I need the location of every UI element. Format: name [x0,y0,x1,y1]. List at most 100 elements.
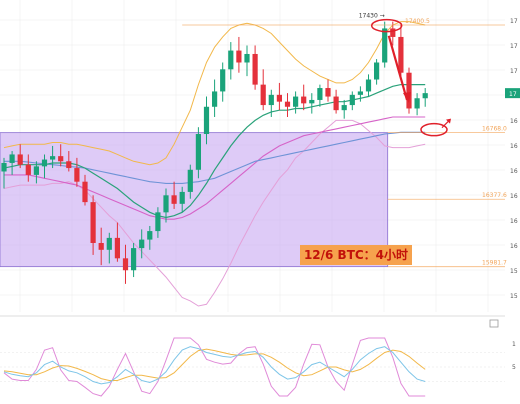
candle [25,154,31,182]
candle [276,82,282,111]
candle [203,96,210,145]
candle-body [33,166,39,175]
axis-tick-label: 16 [510,118,518,125]
axis-tick-label: 17 [510,43,518,50]
support-circle [420,122,448,137]
candle [163,188,169,223]
candle-body [220,69,226,92]
candle [74,157,80,187]
stoch-axis: 15 [512,341,516,371]
candle [155,207,161,238]
stoch-j-line [3,337,426,397]
chart-caption: 12/6 BTC：4小时 [300,245,412,265]
candle [212,79,218,117]
candle-body [212,91,218,107]
candle-body [82,181,88,203]
candle [17,144,23,169]
candle [422,88,428,107]
candle [309,93,315,114]
candle [382,21,388,68]
candle-body [284,101,291,107]
candle-body [163,195,169,213]
candle-body [171,195,177,204]
candle [365,74,372,97]
axis-tick-label: 17 [510,18,518,25]
stochastic-indicator [3,337,426,397]
candle [195,127,201,179]
annotations: 17430 → [359,13,451,137]
candle [139,229,145,259]
candle [106,232,112,264]
candle-body [317,88,323,100]
support-arrow-head [446,118,451,124]
axis-tick-label: 15 [510,268,518,275]
candle [293,91,299,114]
candle-body [422,93,428,99]
candle [131,242,137,278]
peak-circle [370,18,403,33]
candle [325,79,331,102]
candle-body [398,36,404,73]
axis-tick-label: 16 [510,218,518,225]
candle-body [414,98,420,109]
candle [357,86,363,102]
candle [41,154,48,179]
candle-body [90,202,96,243]
candle [414,93,420,116]
expand-icon[interactable] [489,319,499,328]
stoch-k-line [3,346,426,385]
bollinger-mid-line [3,84,426,219]
level-label: 16768.0 [482,126,507,133]
candle [66,151,72,172]
candle-body [74,168,80,182]
candle [268,89,274,117]
candle-body [382,28,388,63]
candle-body [357,91,363,95]
candle-body [131,248,137,271]
down-arrow-head [403,91,411,103]
stoch-grid [0,352,505,382]
candle-body [106,237,112,250]
candle [228,42,234,80]
candle [236,36,242,73]
stoch-d-line [3,348,426,381]
candle [98,227,104,266]
candle [220,62,226,102]
axis-tick-label: 16 [510,168,518,175]
candle-body [9,154,15,163]
candle [179,186,185,213]
candle [244,45,250,77]
candle-body [309,99,315,104]
candle [33,161,39,184]
candle-body [333,96,339,111]
candle-body [244,53,250,63]
candle [252,45,258,90]
candle-body [179,191,185,204]
ma-long-line [4,131,426,184]
candle-body [365,79,372,92]
candle [260,69,266,111]
right-price-axis: 17171716161616161616151517 [505,18,520,300]
price-tag-text: 17 [509,91,517,98]
indicator-lines [3,21,426,307]
candle-body [276,94,282,102]
candle [9,151,15,175]
candle-body [374,62,380,80]
candle-body [293,96,299,107]
candle-body [147,231,153,240]
candle [398,25,404,80]
price-tag-bg [505,88,520,99]
bollinger-upper-line [3,21,426,166]
candle [1,157,7,189]
candle-body [406,72,412,109]
candle [301,84,307,111]
candle [122,244,129,284]
axis-tick-label: 16 [510,193,518,200]
candle-body [252,53,258,85]
candle [171,181,177,209]
candle-body [349,94,355,106]
candle-body [41,159,48,167]
candle-body [1,162,7,172]
candle-body [187,169,193,192]
